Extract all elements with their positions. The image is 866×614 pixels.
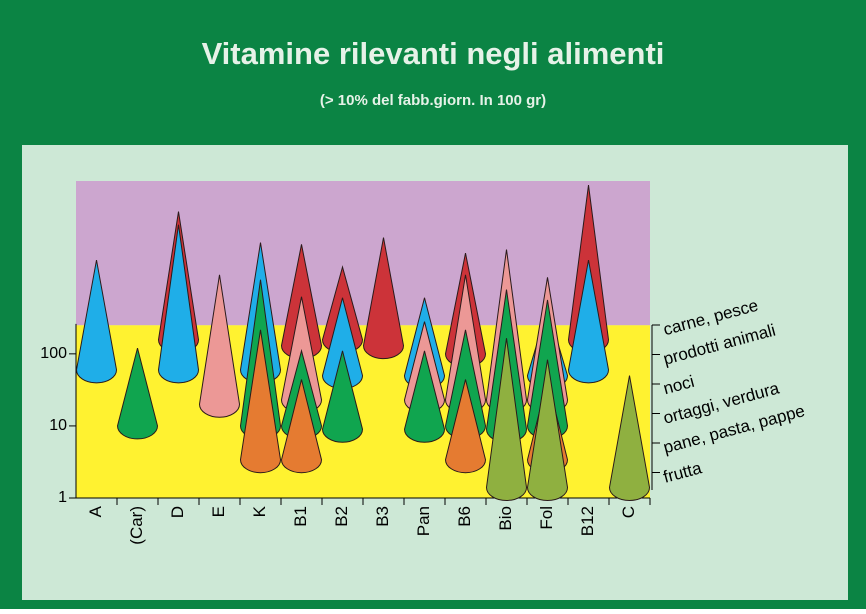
x-tick-label: B12	[578, 506, 597, 536]
x-tick-label: B2	[332, 506, 351, 527]
chart: Vitamine rilevanti negli alimenti (> 10%…	[0, 0, 866, 609]
x-tick-label: K	[250, 505, 269, 517]
band	[76, 181, 650, 325]
x-tick-label: B6	[455, 506, 474, 527]
x-tick-label: Bio	[496, 506, 515, 531]
chart-title: Vitamine rilevanti negli alimenti	[202, 36, 665, 71]
page: {"chart_data": { "type": "cone", "title"…	[0, 0, 866, 609]
y-tick-label: 100	[40, 345, 67, 362]
x-tick-label: B3	[373, 506, 392, 527]
x-tick-label: Fol	[537, 506, 556, 530]
x-tick-label: A	[86, 505, 105, 517]
x-tick-label: C	[619, 506, 638, 518]
x-tick-label: B1	[291, 506, 310, 527]
x-tick-label: E	[209, 506, 228, 517]
x-tick-label: D	[168, 506, 187, 518]
y-tick-label: 1	[58, 489, 67, 506]
chart-subtitle: (> 10% del fabb.giorn. In 100 gr)	[320, 92, 546, 109]
x-tick-label: (Car)	[127, 506, 146, 545]
x-tick-label: Pan	[414, 506, 433, 536]
y-tick-label: 10	[49, 417, 67, 434]
